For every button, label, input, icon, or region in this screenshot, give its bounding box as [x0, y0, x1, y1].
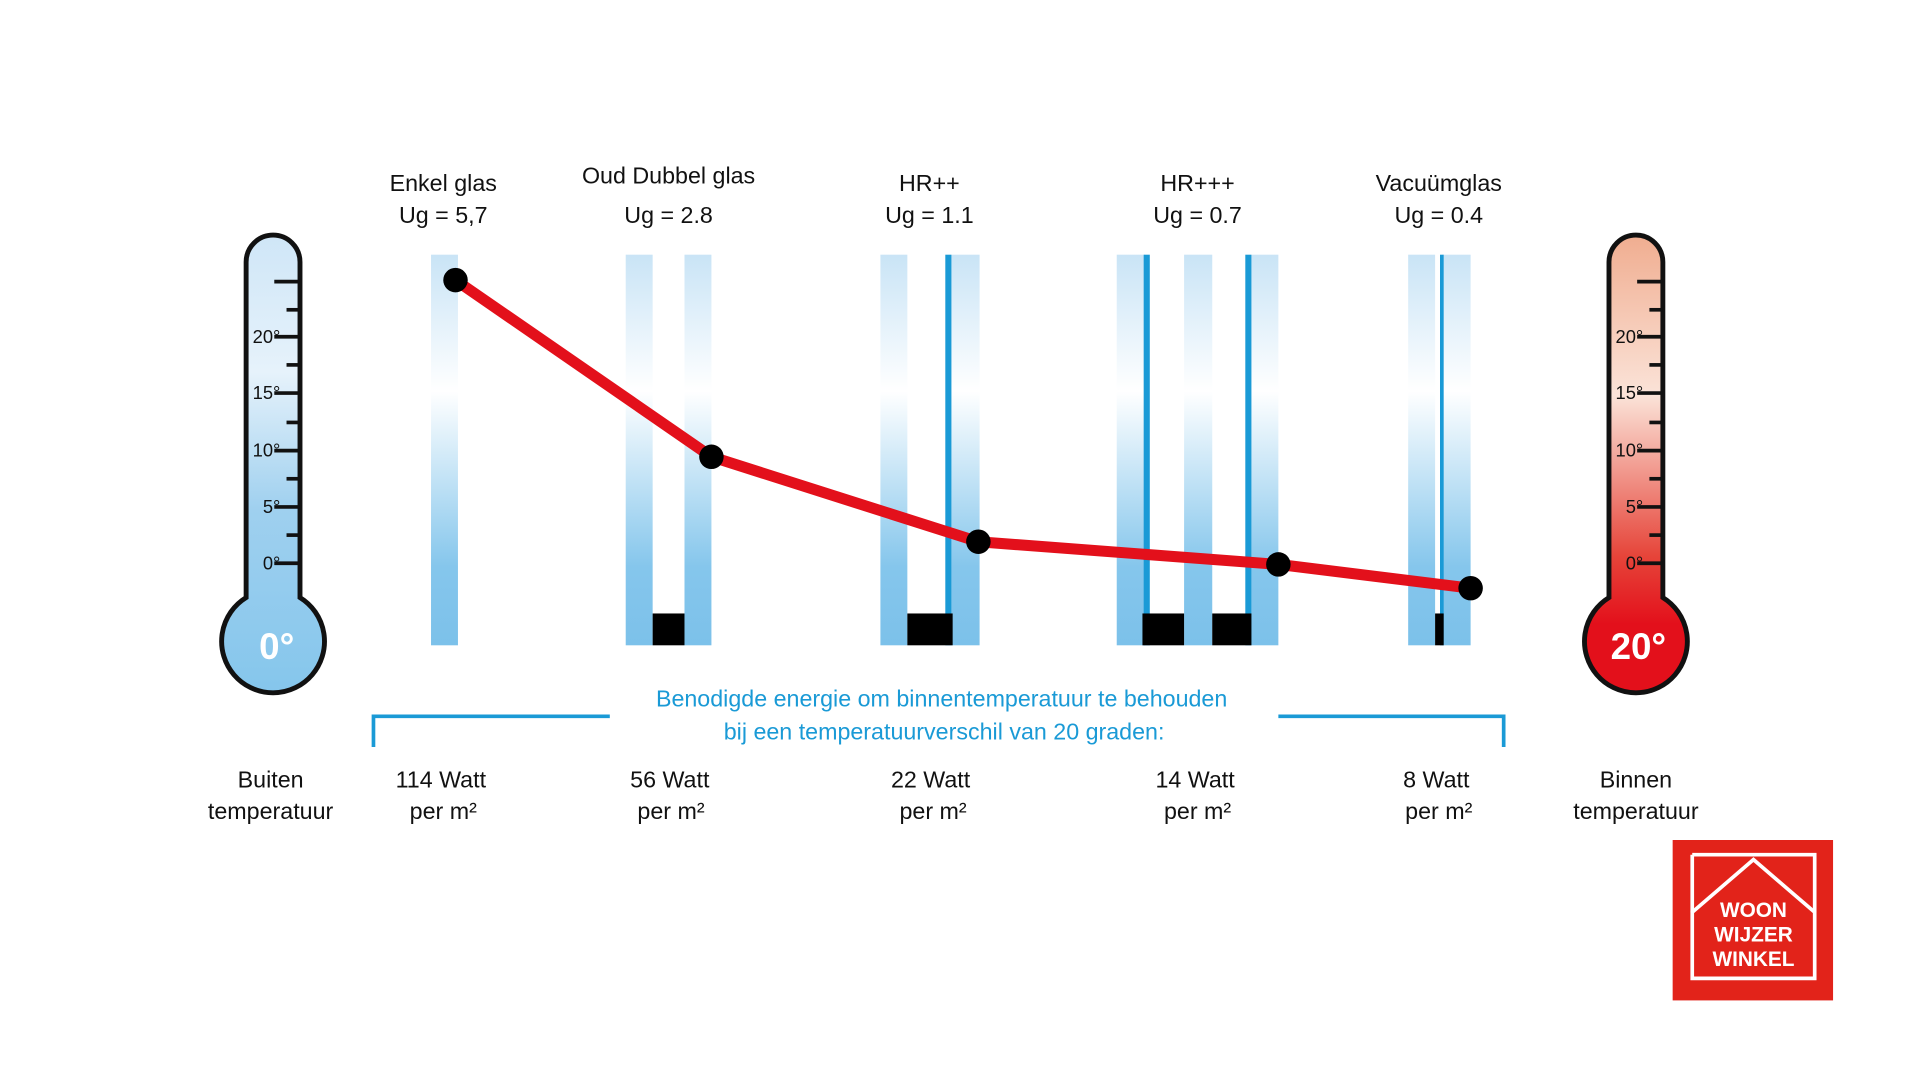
tick-label: 20° [253, 326, 281, 347]
ug-label: Ug = 1.1 [885, 202, 974, 228]
glass-title: HR++ [899, 170, 960, 196]
glass-title: Vacuümglas [1376, 170, 1502, 196]
glass-title: Oud Dubbel glas [582, 163, 755, 189]
data-point-0 [443, 267, 468, 293]
thermometer-value: 0° [259, 626, 294, 667]
logo-text: WOON [1720, 899, 1787, 922]
thermometer-value: 20° [1611, 626, 1667, 667]
outside-caption: Buiten [238, 766, 304, 792]
spacer [1435, 613, 1444, 646]
tick-label: 5° [263, 496, 281, 517]
tick-label: 15° [253, 382, 281, 403]
glass-hr-plus-plus [880, 254, 980, 646]
ug-label: Ug = 5,7 [399, 202, 488, 228]
tick-label: 10° [253, 440, 281, 461]
data-point-3 [1266, 552, 1291, 577]
note-line-1: Benodigde energie om binnentemperatuur t… [656, 686, 1227, 712]
tick-label: 20° [1615, 326, 1643, 347]
watt-label: 22 Watt [891, 766, 971, 792]
data-point-2 [966, 529, 991, 554]
per-label: per m² [1405, 798, 1472, 824]
logo-text: WINKEL [1712, 948, 1794, 971]
spacer [1212, 613, 1252, 646]
tick-label: 0° [263, 552, 281, 573]
spacer [1142, 613, 1185, 646]
watt-label: 14 Watt [1155, 766, 1235, 792]
logo-text: WIJZER [1714, 924, 1793, 947]
per-label: per m² [899, 798, 966, 824]
thermometer-inside: 20° 15° 10° 5° 0° 20° [1582, 232, 1690, 696]
glass-enkel [431, 254, 458, 646]
woonwijzerwinkel-logo: WOON WIJZER WINKEL [1672, 840, 1834, 1001]
watt-label: 56 Watt [630, 766, 710, 792]
watt-label: 114 Watt [396, 766, 487, 792]
data-point-4 [1458, 575, 1483, 601]
tick-label: 15° [1615, 382, 1643, 403]
glass-title: HR+++ [1160, 170, 1234, 196]
thermometer-outside: 20° 15° 10° 5° 0° 0° [219, 232, 327, 696]
tick-label: 0° [1626, 552, 1644, 573]
spacer [907, 613, 953, 646]
per-label: per m² [1164, 798, 1231, 824]
watt-label: 8 Watt [1403, 766, 1470, 792]
ug-label: Ug = 0.4 [1395, 202, 1484, 228]
note-line-2: bij een temperatuurverschil van 20 grade… [724, 719, 1165, 745]
inside-caption: Binnen [1600, 766, 1672, 792]
outside-caption: temperatuur [208, 798, 334, 824]
tick-label: 10° [1615, 440, 1643, 461]
tick-label: 5° [1626, 496, 1644, 517]
ug-label: Ug = 0.7 [1153, 202, 1242, 228]
glass-title: Enkel glas [390, 170, 497, 196]
data-point-1 [699, 444, 724, 470]
glass-hr-plus-plus-plus [1116, 254, 1279, 646]
inside-caption: temperatuur [1573, 798, 1699, 824]
per-label: per m² [637, 798, 704, 824]
spacer [652, 613, 685, 646]
bracket [371, 714, 1506, 747]
per-label: per m² [410, 798, 477, 824]
ug-label: Ug = 2.8 [624, 202, 713, 228]
